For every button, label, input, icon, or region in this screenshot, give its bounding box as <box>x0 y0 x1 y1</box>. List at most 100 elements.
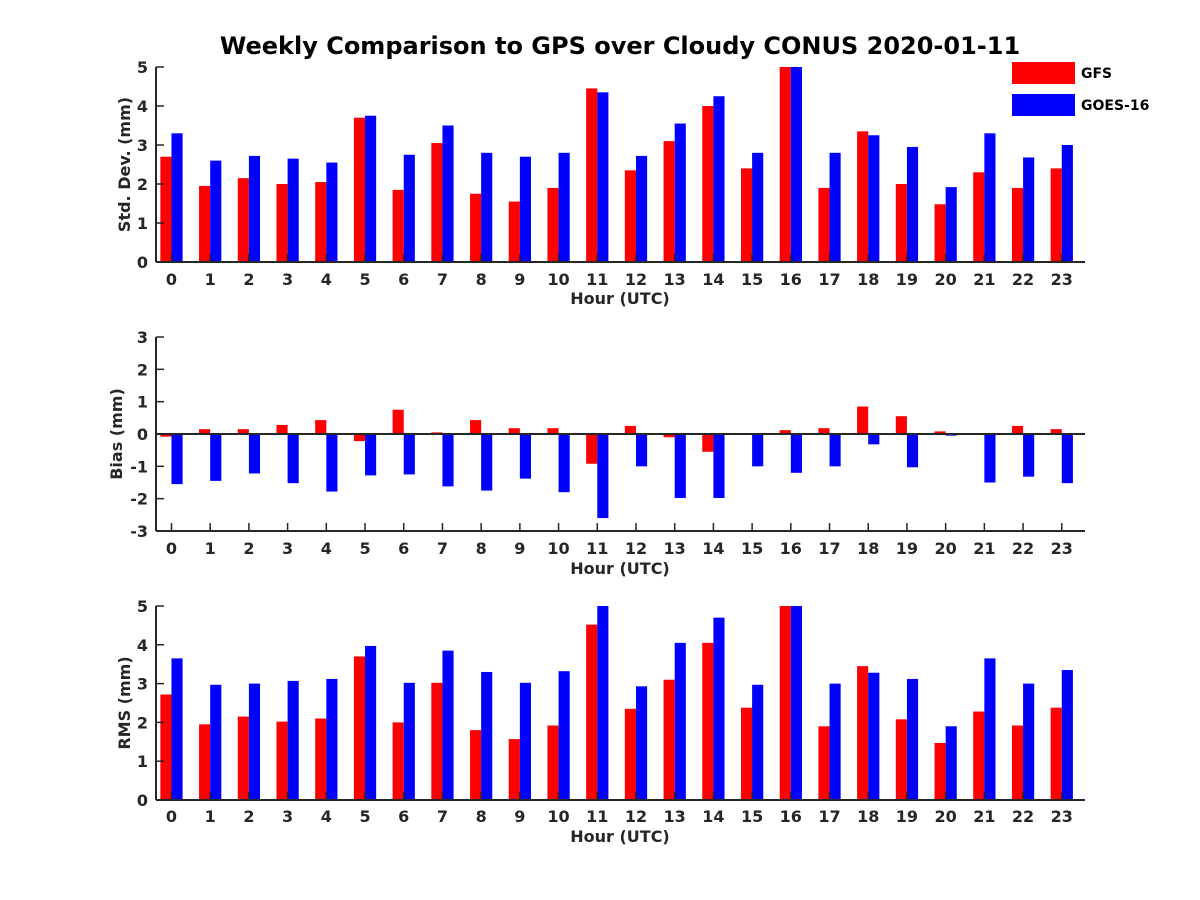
x-tick-label: 3 <box>282 539 293 558</box>
bar <box>442 434 454 487</box>
bar <box>818 187 830 262</box>
bar <box>868 672 880 800</box>
x-tick-label: 16 <box>780 270 802 289</box>
bar <box>624 708 636 800</box>
y-tick-label: -1 <box>130 457 148 476</box>
bar <box>934 204 946 262</box>
bar <box>431 143 443 262</box>
y-tick-label: 4 <box>137 636 148 655</box>
bar <box>868 434 880 445</box>
x-tick-label: 11 <box>586 807 608 826</box>
bar <box>210 434 222 481</box>
x-tick-label: 20 <box>935 807 957 826</box>
bar <box>1011 725 1024 800</box>
bar <box>895 184 907 262</box>
x-axis-label: Hour (UTC) <box>570 827 670 846</box>
bar <box>276 184 288 262</box>
bar <box>558 152 570 262</box>
bar <box>597 434 609 519</box>
y-tick-label: 2 <box>137 175 148 194</box>
bar <box>906 678 919 800</box>
bar <box>248 155 261 262</box>
y-tick-label: 1 <box>137 752 148 771</box>
bar <box>586 434 598 464</box>
bar <box>326 434 338 492</box>
bar <box>702 642 714 800</box>
bar <box>674 642 686 800</box>
y-tick-label: -3 <box>130 522 148 541</box>
series-gfs <box>160 67 1062 262</box>
x-tick-label: 10 <box>547 539 569 558</box>
bar <box>984 434 996 483</box>
x-tick-label: 22 <box>1012 807 1034 826</box>
x-tick-label: 4 <box>321 539 332 558</box>
bar <box>1011 187 1024 262</box>
bar <box>210 684 222 800</box>
x-tick-label: 9 <box>514 270 525 289</box>
bar <box>713 617 725 800</box>
bar <box>519 156 531 262</box>
bar <box>199 185 211 262</box>
bar <box>547 725 559 800</box>
bar <box>635 686 648 800</box>
x-tick-label: 13 <box>664 270 686 289</box>
bar <box>508 739 520 800</box>
bar <box>315 182 327 262</box>
x-tick-label: 10 <box>547 807 569 826</box>
bar <box>365 434 377 476</box>
x-tick-label: 16 <box>780 539 802 558</box>
y-axis-label: Std. Dev. (mm) <box>115 97 134 232</box>
bar <box>934 431 946 434</box>
bar <box>199 724 211 800</box>
legend-swatch <box>1012 94 1075 116</box>
bar <box>624 170 636 262</box>
bar <box>237 178 249 262</box>
series-goes-16 <box>171 606 1073 800</box>
bar <box>945 726 957 800</box>
x-tick-label: 17 <box>818 539 840 558</box>
bar <box>508 201 520 262</box>
bar <box>895 719 907 800</box>
bar <box>353 434 366 442</box>
x-tick-label: 23 <box>1051 807 1073 826</box>
x-tick-label: 7 <box>437 539 448 558</box>
bar <box>790 606 802 800</box>
legend-item-gfs: GFS <box>1012 62 1112 84</box>
bar <box>984 658 996 800</box>
bar <box>740 707 753 800</box>
bar <box>326 678 338 800</box>
x-tick-label: 1 <box>205 807 216 826</box>
legend: GFS GOES-16 <box>1012 62 1149 116</box>
bar <box>1023 683 1035 800</box>
bar <box>1050 707 1062 800</box>
bar <box>973 172 985 262</box>
bar <box>160 156 172 262</box>
bar <box>635 155 648 262</box>
bar <box>597 606 609 800</box>
bar <box>326 162 338 262</box>
bar <box>442 125 454 262</box>
x-tick-label: 17 <box>818 270 840 289</box>
x-tick-label: 21 <box>973 270 995 289</box>
bar <box>663 679 675 800</box>
bar <box>857 406 869 434</box>
bar <box>945 187 957 262</box>
bar <box>586 88 598 262</box>
x-tick-label: 1 <box>205 270 216 289</box>
x-tick-label: 21 <box>973 539 995 558</box>
bar <box>624 425 636 434</box>
x-tick-label: 19 <box>896 539 918 558</box>
bar <box>713 434 725 499</box>
legend-label: GOES-16 <box>1081 98 1149 114</box>
bar <box>353 117 366 262</box>
bar <box>829 683 841 800</box>
bar <box>906 146 919 262</box>
x-tick-label: 0 <box>166 539 177 558</box>
bar <box>403 434 415 475</box>
x-tick-label: 2 <box>243 270 254 289</box>
x-tick-label: 20 <box>935 270 957 289</box>
bar <box>868 135 880 262</box>
y-tick-label: 3 <box>137 328 148 347</box>
